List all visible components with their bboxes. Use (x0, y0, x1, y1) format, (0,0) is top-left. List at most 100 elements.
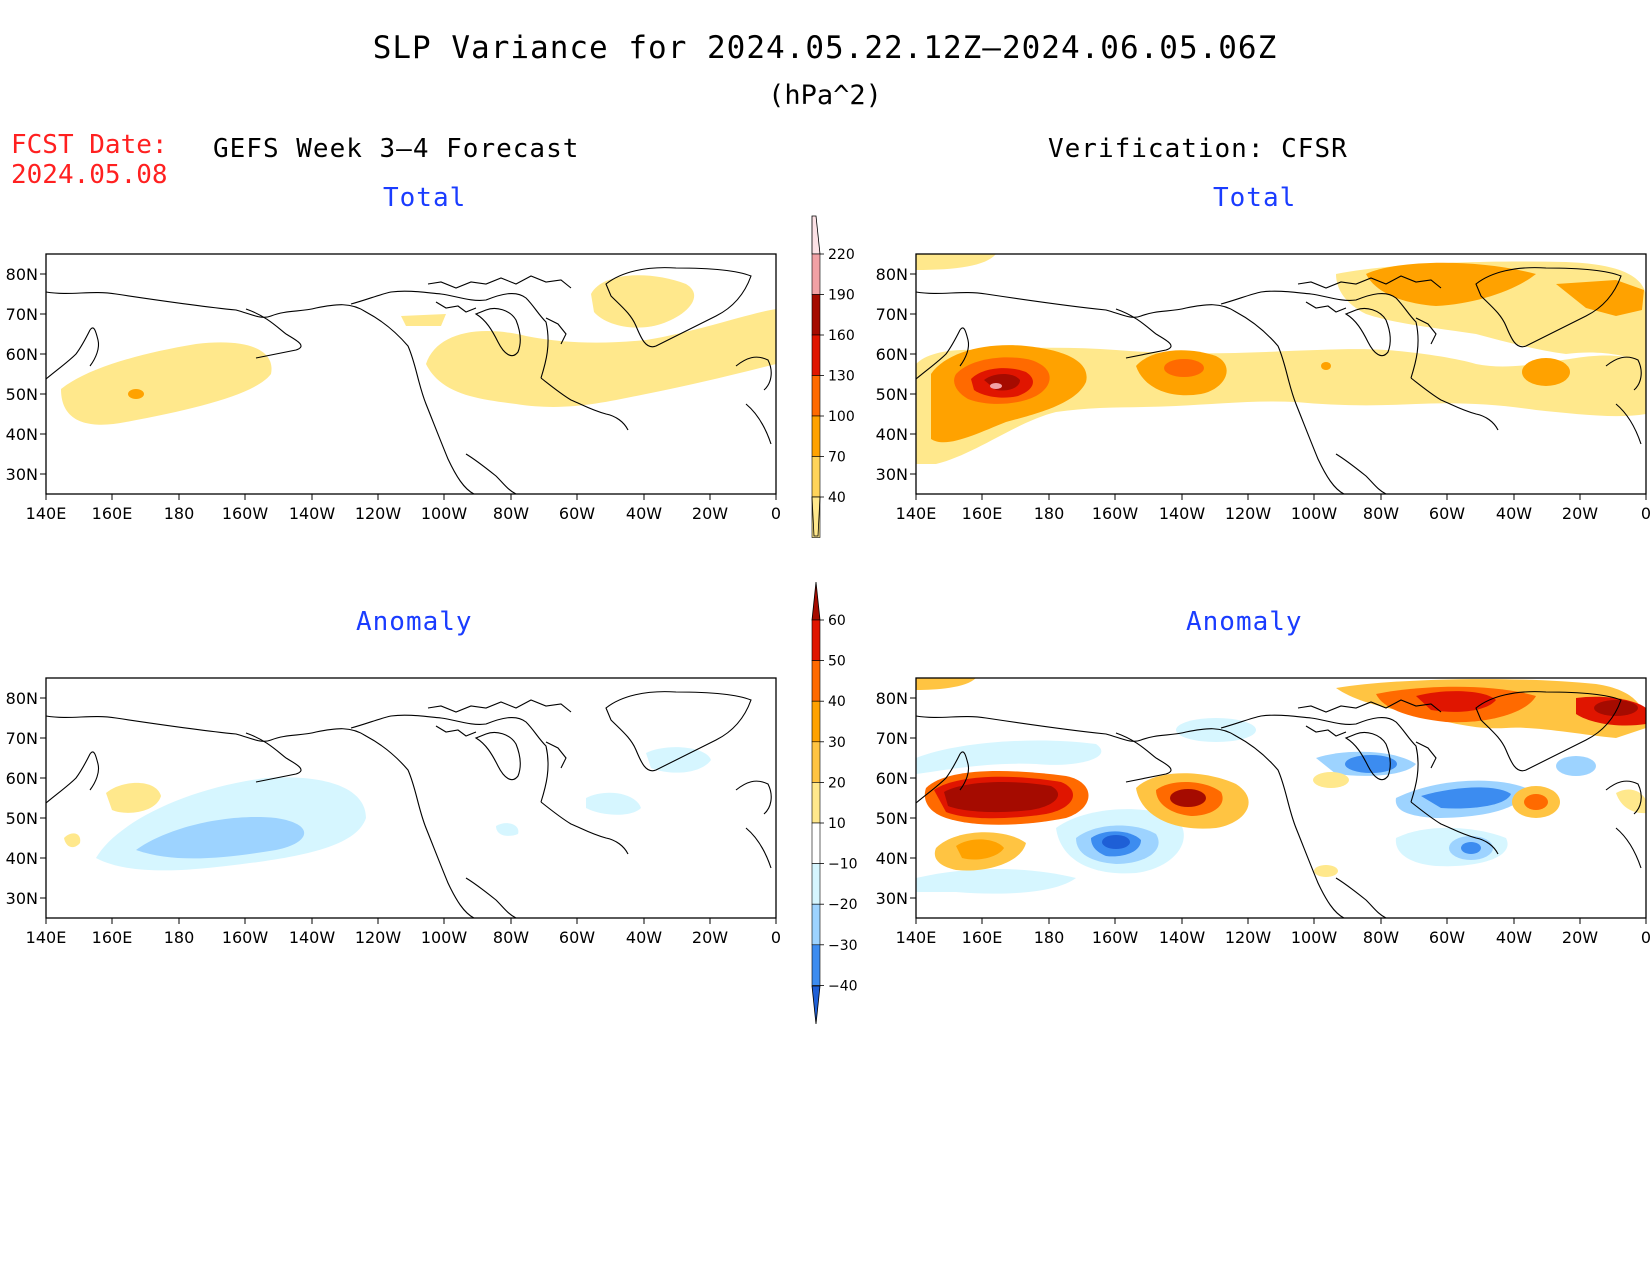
colorbar-total-label: 40 (828, 490, 846, 506)
lat-tick-label: 30N (6, 465, 38, 484)
panel-tl-map (39, 253, 777, 501)
colorbar-total-label: 220 (828, 247, 855, 263)
panel-tr-subtitle: Total (1213, 183, 1297, 213)
lat-tick-label: 30N (876, 889, 908, 908)
colorbar-anomaly-swatch (811, 700, 821, 743)
colorbar-total-swatch (811, 456, 821, 498)
panel-tl-subtitle: Total (383, 183, 467, 213)
tl-shading (61, 275, 776, 425)
lon-tick-label: 160W (1092, 928, 1139, 947)
lon-tick-label: 0 (771, 504, 781, 523)
lat-tick-label: 70N (876, 729, 908, 748)
lon-tick-label: 60W (559, 504, 595, 523)
bl-shading (64, 747, 711, 871)
colorbar-anomaly-swatch (811, 822, 821, 864)
lon-tick-label: 0 (1641, 928, 1650, 947)
lon-tick-label: 160E (92, 928, 133, 947)
lon-tick-label: 40W (626, 928, 662, 947)
lon-tick-label: 80W (1363, 504, 1399, 523)
tr-shading (916, 254, 1646, 464)
lat-tick-label: 50N (876, 809, 908, 828)
lat-tick-label: 50N (6, 385, 38, 404)
colorbar-anomaly-swatch (811, 660, 821, 702)
lon-tick-label: 140E (896, 928, 937, 947)
lon-tick-label: 40W (1496, 504, 1532, 523)
lon-tick-label: 60W (559, 928, 595, 947)
colorbar-anomaly-swatch (811, 944, 821, 986)
lon-tick-label: 80W (1363, 928, 1399, 947)
colorbar-anomaly-label: 60 (828, 613, 846, 629)
lat-tick-label: 80N (6, 265, 38, 284)
lat-tick-label: 70N (6, 305, 38, 324)
lon-tick-label: 160E (92, 504, 133, 523)
lon-tick-label: 40W (626, 504, 662, 523)
colorbar-total: 220 190 160 130 100 70 40 (811, 215, 855, 538)
colorbar-total-label: 70 (828, 450, 846, 466)
lon-tick-label: 100W (421, 504, 468, 523)
colorbar-total-swatch (811, 294, 821, 336)
right-column-heading: Verification: CFSR (1048, 134, 1348, 164)
lon-tick-label: 180 (164, 928, 195, 947)
lon-tick-label: 160E (962, 504, 1003, 523)
lon-tick-label: 100W (421, 928, 468, 947)
colorbar-total-label: 100 (828, 409, 855, 425)
lat-tick-label: 60N (876, 769, 908, 788)
colorbar-total-swatch (811, 253, 821, 295)
lon-tick-label: 100W (1291, 504, 1338, 523)
lon-tick-label: 40W (1496, 928, 1532, 947)
colorbar-total-label: 190 (828, 288, 855, 304)
lon-tick-label: 120W (1225, 928, 1272, 947)
lon-tick-label: 60W (1429, 928, 1465, 947)
colorbar-total-swatch (811, 334, 821, 376)
lon-tick-label: 20W (1562, 928, 1598, 947)
fcst-date-value: 2024.05.08 (11, 160, 168, 190)
colorbar-anomaly-label: 10 (828, 816, 846, 832)
colorbar-total-label: 160 (828, 328, 855, 344)
lat-tick-label: 80N (876, 265, 908, 284)
lon-tick-label: 20W (692, 504, 728, 523)
lon-tick-label: 120W (1225, 504, 1272, 523)
lon-tick-label: 60W (1429, 504, 1465, 523)
colorbar-total-swatch (811, 415, 821, 457)
lon-tick-label: 140W (289, 504, 336, 523)
lon-tick-label: 20W (1562, 504, 1598, 523)
lat-tick-label: 70N (6, 729, 38, 748)
lon-tick-label: 140E (896, 504, 937, 523)
left-column-heading: GEFS Week 3–4 Forecast (213, 134, 580, 164)
figure-title: SLP Variance for 2024.05.22.12Z–2024.06.… (372, 30, 1278, 66)
lon-tick-label: 140E (26, 928, 67, 947)
lat-tick-label: 30N (6, 889, 38, 908)
lon-tick-label: 180 (1034, 504, 1065, 523)
colorbar-anomaly-label: 20 (828, 775, 846, 791)
colorbar-anomaly-label: 40 (828, 694, 846, 710)
fcst-date-label: FCST Date: (11, 130, 168, 160)
colorbar-anomaly-label: −30 (828, 938, 858, 954)
lon-tick-label: 120W (355, 928, 402, 947)
colorbar-anomaly: 60 50 40 30 20 10 −10 −20 −30 −40 (811, 581, 858, 1025)
lat-tick-label: 30N (876, 465, 908, 484)
lon-tick-label: 140E (26, 504, 67, 523)
panel-br-map (909, 677, 1647, 925)
lat-tick-label: 40N (6, 849, 38, 868)
colorbar-anomaly-label: −10 (828, 857, 858, 873)
lat-tick-label: 60N (876, 345, 908, 364)
lon-tick-label: 80W (493, 928, 529, 947)
lon-tick-label: 160W (222, 928, 269, 947)
panel-br-subtitle: Anomaly (1186, 607, 1303, 637)
lon-tick-label: 140W (1159, 928, 1206, 947)
lon-tick-label: 0 (771, 928, 781, 947)
lat-tick-label: 80N (876, 689, 908, 708)
colorbar-total-label: 130 (828, 369, 855, 385)
br-shading (916, 678, 1646, 894)
lat-tick-label: 80N (6, 689, 38, 708)
lon-tick-label: 80W (493, 504, 529, 523)
lat-tick-label: 60N (6, 345, 38, 364)
lon-tick-label: 100W (1291, 928, 1338, 947)
lat-tick-label: 40N (876, 849, 908, 868)
lon-tick-label: 140W (289, 928, 336, 947)
colorbar-anomaly-swatch (811, 619, 821, 661)
colorbar-anomaly-label: 50 (828, 654, 846, 670)
figure-units: (hPa^2) (768, 80, 882, 111)
panel-bl-subtitle: Anomaly (356, 607, 473, 637)
